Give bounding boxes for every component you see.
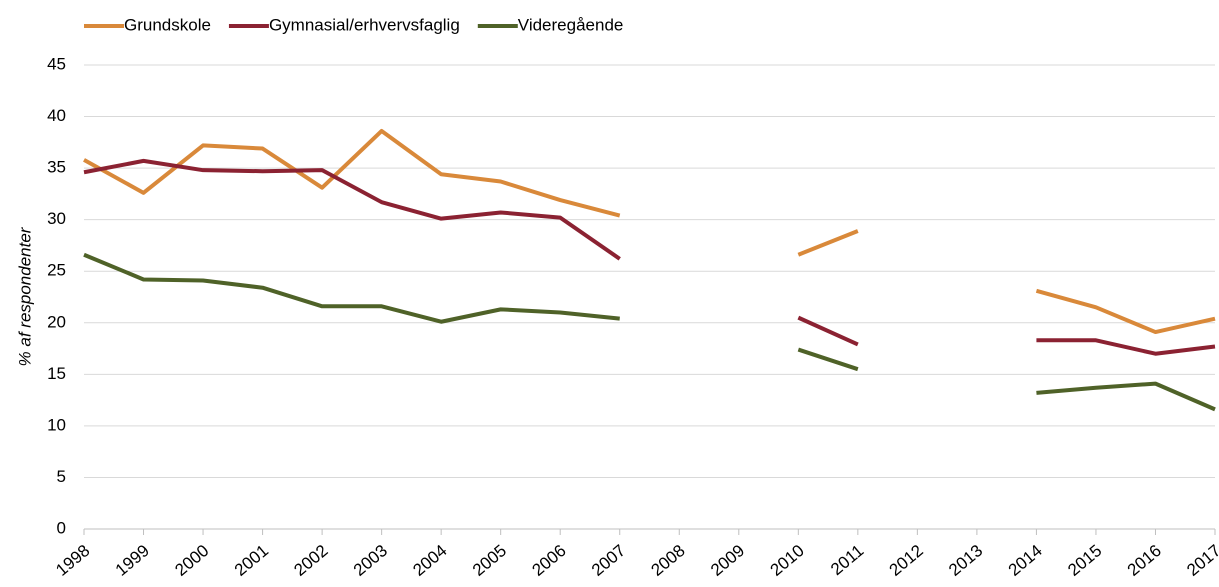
y-tick-label: 10 [47,415,66,434]
x-tick-label: 2009 [707,541,748,580]
legend-label: Videregående [518,15,624,34]
x-tick-label: 2008 [648,541,689,580]
x-tick-label: 2005 [469,541,510,580]
y-tick-label: 40 [47,106,66,125]
y-tick-label: 5 [57,467,66,486]
y-tick-label: 35 [47,158,66,177]
x-tick-label: 2000 [171,541,212,580]
y-tick-label: 45 [47,54,66,73]
x-tick-label: 2013 [945,541,986,580]
y-tick-label: 25 [47,261,66,280]
y-tick-label: 20 [47,312,66,331]
series-line [83,252,1216,412]
x-tick-label: 2002 [290,541,331,580]
y-axis-label: % af respondenter [15,226,34,366]
x-tick-label: 2017 [1183,541,1219,580]
series-line [83,128,1216,335]
x-tick-label: 2003 [350,541,391,580]
x-tick-label: 2004 [409,541,450,580]
x-tick-label: 1998 [52,541,93,580]
x-tick-label: 2010 [767,541,808,580]
x-tick-label: 2007 [588,541,629,580]
x-tick-label: 2015 [1064,541,1105,580]
legend-label: Gymnasial/erhvervsfaglig [269,15,460,34]
legend-label: Grundskole [124,15,211,34]
y-tick-label: 15 [47,364,66,383]
y-tick-label: 0 [57,518,66,537]
x-tick-label: 2014 [1005,541,1046,580]
x-tick-label: 1999 [112,541,153,580]
x-tick-label: 2001 [231,541,272,580]
series-line [83,158,1216,356]
x-tick-label: 2006 [528,541,569,580]
y-tick-label: 30 [47,209,66,228]
x-tick-label: 2016 [1124,541,1165,580]
x-tick-label: 2011 [827,541,867,579]
x-tick-label: 2012 [886,541,927,580]
